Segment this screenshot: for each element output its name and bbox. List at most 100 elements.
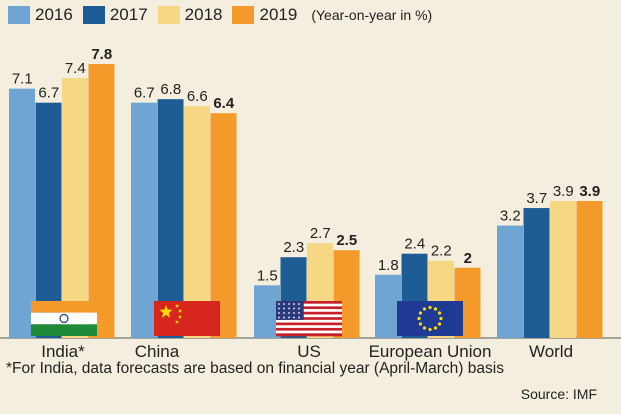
data-label-3-3: 2 [464,250,472,267]
us-flag-canton [276,301,304,320]
us-flag-stripe-2 [276,306,342,310]
bar-0-3 [88,64,115,339]
us-flag-star [298,303,300,305]
india-flag-white [31,312,97,325]
us-flag-star [283,316,285,319]
us-flag-stripe-12 [276,333,342,337]
x-tick-label-3: European Union [369,342,492,361]
data-label-3-1: 2.4 [404,236,425,253]
eu-flag-star-7 [418,311,423,315]
bar-1-3 [210,113,237,338]
eu-flag-star-1 [437,322,442,326]
legend-swatch-2018 [157,6,180,24]
x-tick-label-1: China [135,342,180,361]
us-flag-star [278,316,280,319]
data-label-0-3: 7.8 [91,46,112,63]
data-label-2-3: 2.5 [336,232,357,249]
data-label-3-0: 1.8 [378,257,399,274]
us-flag-stripe-6 [276,317,342,321]
eu-flag-star-3 [428,327,432,332]
us-flag-star [278,303,280,305]
bar-4-3 [576,201,603,338]
us-flag-star [288,312,290,314]
data-label-4-3: 3.9 [579,183,600,200]
data-label-4-2: 3.9 [553,183,574,200]
india-flag-saffron [31,301,97,313]
legend-item-2016: 2016 [8,5,73,25]
legend-item-2017: 2017 [82,5,148,25]
us-flag-stripe-10 [276,327,342,331]
eu-flag-star-6 [417,316,421,321]
us-flag-stripe-1 [276,303,342,307]
legend-label-2018: 2018 [184,5,223,24]
legend-item-2019: 2019 [232,5,297,25]
eu-flag-star-10 [433,307,438,311]
us-flag-star [298,307,300,310]
legend-label-2019: 2019 [259,5,298,24]
x-tick-label-0: India* [41,342,85,361]
us-flag-star [293,307,295,310]
legend-swatch-2017 [82,6,105,24]
us-flag-star [293,312,295,314]
us-flag-stripe-9 [276,325,342,329]
legend-item-2018: 2018 [157,5,223,25]
us-flag-star [288,303,290,305]
bar-2-0 [254,285,280,338]
us-flag-stripe-11 [276,330,342,334]
china-flag-small-star-4 [174,319,180,324]
eu-flag-star-11 [437,311,442,315]
us-flag-star [283,307,285,310]
x-tick-label-4: World [529,342,573,361]
us-flag-star [278,307,280,310]
bar-0-1 [35,102,62,339]
bar-3-0 [375,274,401,338]
china-flag-small-star-1 [174,303,180,308]
data-label-0-1: 6.7 [38,85,59,102]
china-flag-field [154,301,220,336]
data-label-0-2: 7.4 [65,60,86,77]
us-flag-stripe-7 [276,319,342,323]
us-flag-star [298,312,300,314]
eu-flag-star-9 [428,305,432,310]
us-flag-star [293,303,295,305]
data-label-4-1: 3.7 [526,190,547,207]
legend-label-2017: 2017 [109,5,148,24]
bar-1-1 [157,99,184,338]
data-label-1-1: 6.8 [160,81,181,98]
data-label-1-0: 6.7 [134,85,155,102]
bar-4-1 [523,208,550,338]
us-flag-stripe-5 [276,314,342,318]
us-flag-star [278,312,280,314]
bar-1-2 [184,106,210,338]
eu-flag-star-2 [433,326,438,330]
bar-0-2 [62,78,88,338]
china-flag-big-star [159,305,173,318]
eu-flag-star-0 [439,316,443,321]
china-flag-small-star-2 [177,308,183,313]
legend-swatch-2016 [8,6,30,24]
bar-4-2 [550,201,576,338]
china-flag-small-star-3 [177,314,183,319]
bar-1-0 [131,102,157,339]
bar-4-0 [497,225,523,338]
eu-flag-star-8 [422,307,427,311]
data-label-2-1: 2.3 [283,239,304,256]
us-flag-star [298,316,300,319]
us-flag-star [288,307,290,310]
india-flag-chakra [59,313,69,324]
footnote: *For India, data forecasts are based on … [6,360,504,377]
india-flag-green [31,324,97,336]
bar-0-0 [9,88,35,338]
legend-swatch-2019 [232,6,255,24]
us-flag-star [283,312,285,314]
eu-flag-star-5 [418,322,423,326]
us-flag-stripe-8 [276,322,342,326]
us-flag-star [293,316,295,319]
us-flag-stripe-3 [276,309,342,313]
chart-legend: 2016 2017 2018 2019 (Year-on-year in %) [8,4,432,26]
data-label-4-0: 3.2 [500,208,521,225]
data-label-2-2: 2.7 [310,225,331,242]
eu-flag-star-4 [422,326,427,330]
data-label-3-2: 2.2 [431,243,452,260]
